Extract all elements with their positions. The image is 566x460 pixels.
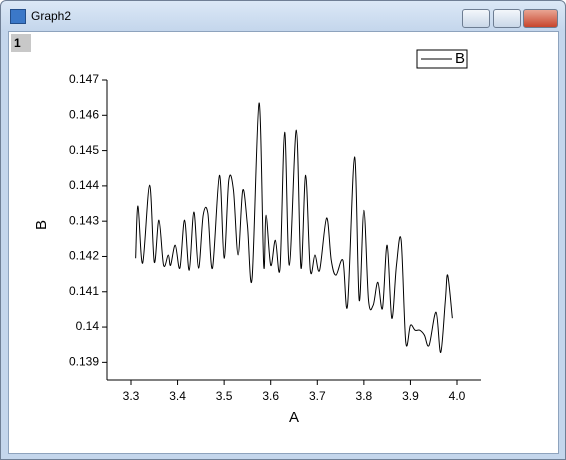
x-tick-label: 3.4 — [169, 389, 186, 403]
y-tick-label: 0.144 — [69, 178, 99, 192]
x-tick-label: 3.5 — [216, 389, 233, 403]
y-tick-label: 0.141 — [69, 284, 99, 298]
y-axis-label: B — [33, 220, 50, 230]
legend-label: B — [455, 50, 465, 67]
y-tick-label: 0.147 — [69, 72, 99, 86]
graph-area: 1 — [8, 31, 559, 454]
x-tick-label: 3.3 — [123, 389, 140, 403]
x-tick-label: 3.6 — [262, 389, 279, 403]
y-tick-label: 0.146 — [69, 107, 99, 121]
window-title: Graph2 — [31, 9, 72, 23]
x-tick-label: 3.8 — [356, 389, 373, 403]
y-tick-label: 0.14 — [76, 319, 100, 333]
layer-tag[interactable]: 1 — [11, 34, 31, 52]
x-tick-label: 3.7 — [309, 389, 326, 403]
x-axis-label: A — [289, 409, 299, 426]
maximize-button[interactable] — [493, 9, 521, 28]
y-tick-label: 0.142 — [69, 249, 99, 263]
data-line — [135, 102, 453, 353]
close-button[interactable] — [523, 9, 558, 28]
y-tick-label: 0.143 — [69, 213, 99, 227]
y-tick-label: 0.139 — [69, 355, 99, 369]
y-tick-label: 0.145 — [69, 143, 99, 157]
minimize-button[interactable] — [462, 9, 490, 28]
x-tick-label: 4.0 — [449, 389, 466, 403]
title-bar: Graph2 — [1, 1, 565, 31]
x-tick-label: 3.9 — [402, 389, 419, 403]
window-icon — [10, 9, 26, 24]
